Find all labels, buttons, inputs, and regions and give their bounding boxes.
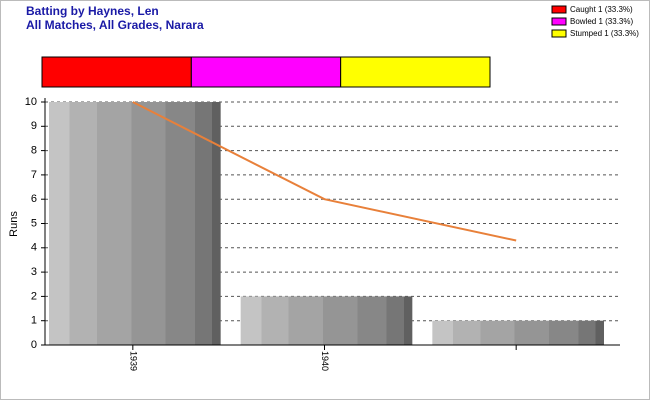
segment <box>340 56 491 88</box>
y-tick-label: 8 <box>31 145 37 157</box>
segment <box>41 56 192 88</box>
y-tick-label: 4 <box>31 242 37 254</box>
y-tick-label: 6 <box>31 193 37 205</box>
bar <box>432 320 604 345</box>
legend-label: Stumped 1 (33.3%) <box>570 29 639 38</box>
y-tick-label: 7 <box>31 169 37 181</box>
y-tick-label: 2 <box>31 290 37 302</box>
bar <box>240 296 413 345</box>
legend-swatch <box>551 5 567 14</box>
y-tick-label: 10 <box>25 96 37 108</box>
chart-subtitle: All Matches, All Grades, Narara <box>26 18 204 32</box>
segment <box>190 56 342 88</box>
y-tick-label: 3 <box>31 266 37 278</box>
y-axis-label: Runs <box>8 211 20 237</box>
y-tick-label: 0 <box>31 339 37 351</box>
x-tick-label: 1939 <box>128 351 138 371</box>
line <box>132 101 517 242</box>
chart-title: Batting by Haynes, Len <box>26 4 159 18</box>
y-tick-label: 9 <box>31 120 37 132</box>
x-tick-label: 1940 <box>320 351 330 371</box>
bar <box>49 102 221 345</box>
legend-swatch <box>551 29 567 38</box>
y-tick-label: 5 <box>31 217 37 229</box>
legend-swatch <box>551 17 567 26</box>
legend-label: Bowled 1 (33.3%) <box>570 17 633 26</box>
legend-label: Caught 1 (33.3%) <box>570 5 633 14</box>
y-tick-label: 1 <box>31 315 37 327</box>
